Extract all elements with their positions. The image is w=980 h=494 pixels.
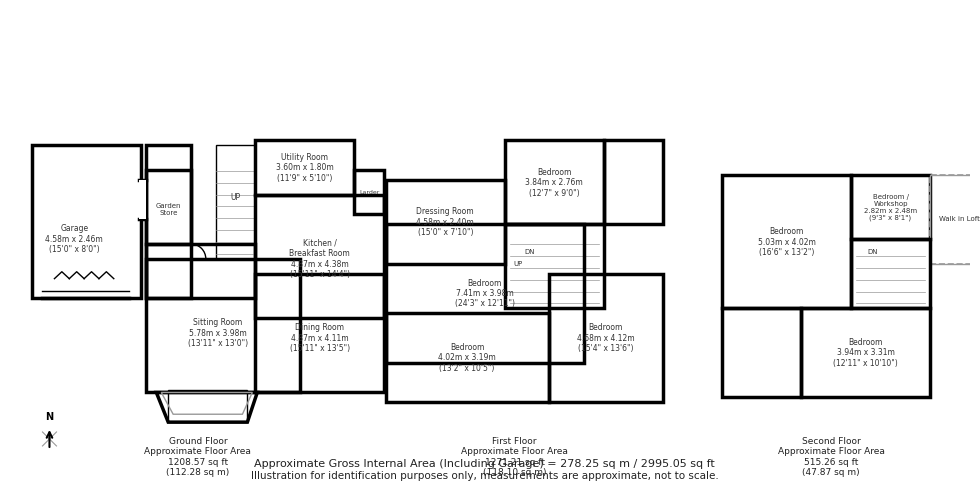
Bar [505, 224, 604, 308]
Text: DN: DN [867, 249, 878, 255]
Text: Bedroom
7.41m x 3.98m
(24'3" x 12'11"): Bedroom 7.41m x 3.98m (24'3" x 12'11") [455, 279, 514, 308]
Text: Bedroom /
Workshop
2.82m x 2.48m
(9'3" x 8'1"): Bedroom / Workshop 2.82m x 2.48m (9'3" x… [864, 194, 917, 221]
Bar [146, 244, 256, 298]
Bar [256, 140, 354, 195]
Bar [851, 175, 930, 239]
Text: Ground Floor
Approximate Floor Area
1208.57 sq ft
(112.28 sq m): Ground Floor Approximate Floor Area 1208… [144, 437, 251, 477]
Bar [216, 145, 256, 259]
Bar [169, 390, 247, 422]
Text: Approximate Gross Internal Area (Including Garage) = 278.25 sq m / 2995.05 sq ft: Approximate Gross Internal Area (Includi… [255, 459, 715, 469]
Bar [505, 140, 604, 224]
Bar [256, 195, 384, 318]
Text: Utility Room
3.60m x 1.80m
(11'9" x 5'10"): Utility Room 3.60m x 1.80m (11'9" x 5'10… [276, 153, 333, 183]
Text: Bedroom
4.68m x 4.12m
(15'4" x 13'6"): Bedroom 4.68m x 4.12m (15'4" x 13'6") [577, 323, 634, 353]
Text: Garden
Store: Garden Store [156, 203, 181, 216]
Bar [604, 140, 662, 224]
Text: Dining Room
4.87m x 4.11m
(15'11" x 13'5"): Dining Room 4.87m x 4.11m (15'11" x 13'5… [289, 323, 350, 353]
Text: Second Floor
Approximate Floor Area
515.26 sq ft
(47.87 sq m): Second Floor Approximate Floor Area 515.… [778, 437, 885, 477]
Text: Dressing Room
4.58m x 2.40m
(15'0" x 7'10"): Dressing Room 4.58m x 2.40m (15'0" x 7'1… [416, 207, 474, 237]
Text: First Floor
Approximate Floor Area
1271.21 sq ft
(118.10 sq m): First Floor Approximate Floor Area 1271.… [462, 437, 568, 477]
Text: DN: DN [524, 249, 535, 255]
Text: Bedroom
3.94m x 3.31m
(12'11" x 10'10"): Bedroom 3.94m x 3.31m (12'11" x 10'10") [833, 338, 899, 368]
Text: N: N [45, 412, 54, 422]
Bar [146, 145, 191, 298]
Text: UP: UP [230, 193, 240, 202]
Text: Garage
4.58m x 2.46m
(15'0" x 8'0"): Garage 4.58m x 2.46m (15'0" x 8'0") [45, 224, 103, 254]
Bar [549, 274, 662, 402]
Text: Illustration for identification purposes only, measurements are approximate, not: Illustration for identification purposes… [251, 471, 718, 481]
Bar [722, 308, 802, 397]
Text: Sitting Room
5.78m x 3.98m
(13'11" x 13'0"): Sitting Room 5.78m x 3.98m (13'11" x 13'… [187, 318, 248, 348]
Bar [722, 175, 851, 308]
Bar [802, 308, 930, 397]
Bar [146, 170, 191, 244]
Text: Walk in Loft: Walk in Loft [940, 216, 980, 222]
Text: Larder: Larder [359, 190, 379, 195]
Text: Kitchen /
Breakfast Room
4.87m x 4.38m
(15'11" x 14'4"): Kitchen / Breakfast Room 4.87m x 4.38m (… [289, 239, 350, 279]
Text: Bedroom
5.03m x 4.02m
(16'6" x 13'2"): Bedroom 5.03m x 4.02m (16'6" x 13'2") [758, 227, 815, 257]
Bar [930, 175, 980, 264]
Bar [354, 170, 384, 214]
Bar [138, 180, 146, 219]
Text: Bedroom
3.84m x 2.76m
(12'7" x 9'0"): Bedroom 3.84m x 2.76m (12'7" x 9'0") [525, 168, 583, 198]
Bar [930, 175, 980, 264]
Bar [256, 274, 384, 392]
Bar [851, 239, 930, 308]
Bar [386, 313, 549, 402]
Bar [386, 180, 505, 264]
Text: Bedroom
4.02m x 3.19m
(13'2" x 10'5"): Bedroom 4.02m x 3.19m (13'2" x 10'5") [438, 343, 496, 373]
Bar [386, 224, 584, 363]
Bar [31, 145, 140, 298]
Text: UP: UP [513, 261, 522, 267]
Bar [146, 259, 300, 392]
